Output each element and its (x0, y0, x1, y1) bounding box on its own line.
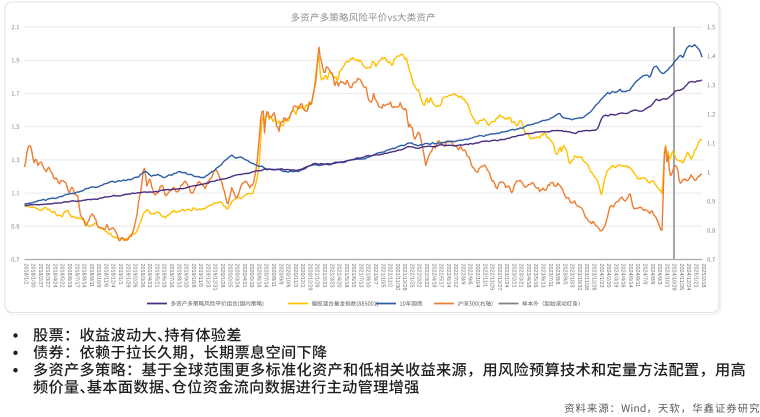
svg-text:2019/1/1: 2019/1/1 (117, 264, 123, 285)
svg-text:2019/2/26: 2019/2/26 (132, 264, 138, 288)
svg-text:2020/6/16: 2020/6/16 (255, 264, 261, 288)
svg-text:2020/1/28: 2020/1/28 (219, 264, 225, 288)
svg-text:2023/11/28: 2023/11/28 (583, 264, 589, 291)
svg-text:2023/7/11: 2023/7/11 (547, 264, 553, 288)
svg-text:2020/12/1: 2020/12/1 (299, 264, 305, 288)
svg-text:2024/7/9: 2024/7/9 (642, 264, 648, 285)
svg-text:2019/1/29: 2019/1/29 (124, 264, 130, 288)
svg-text:2020/4/21: 2020/4/21 (241, 264, 247, 288)
svg-text:2018/2/27: 2018/2/27 (37, 264, 43, 288)
svg-text:2021/10/5: 2021/10/5 (379, 264, 385, 288)
svg-text:2018/6/19: 2018/6/19 (66, 264, 72, 288)
svg-text:2025/2/18: 2025/2/18 (700, 264, 706, 288)
svg-text:2022/1/25: 2022/1/25 (408, 264, 414, 288)
svg-text:2022/9/6: 2022/9/6 (467, 264, 473, 285)
svg-text:2024/10/29: 2024/10/29 (671, 264, 677, 291)
svg-text:2023/3/21: 2023/3/21 (518, 264, 524, 288)
svg-text:2024/10/1: 2024/10/1 (663, 264, 669, 288)
svg-text:2023/5/16: 2023/5/16 (532, 264, 538, 288)
svg-text:2020/3/24: 2020/3/24 (234, 264, 240, 288)
svg-text:2019/3/26: 2019/3/26 (139, 264, 145, 288)
svg-text:2021/12/28: 2021/12/28 (401, 264, 407, 291)
svg-text:2023/10/3: 2023/10/3 (569, 264, 575, 288)
svg-text:2018/5/22: 2018/5/22 (59, 264, 65, 288)
svg-text:2022/8/9: 2022/8/9 (459, 264, 465, 285)
svg-text:2023/8/8: 2023/8/8 (554, 264, 560, 285)
svg-text:2024/1/23: 2024/1/23 (598, 264, 604, 288)
svg-text:2022/4/19: 2022/4/19 (430, 264, 436, 288)
svg-text:2021/11/30: 2021/11/30 (394, 264, 400, 291)
svg-text:2022/10/4: 2022/10/4 (474, 264, 480, 288)
svg-text:2019/7/16: 2019/7/16 (168, 264, 174, 288)
svg-text:2018/4/24: 2018/4/24 (51, 264, 57, 288)
svg-text:2019/6/18: 2019/6/18 (161, 264, 167, 288)
svg-text:2020/2/25: 2020/2/25 (226, 264, 232, 288)
svg-text:2018/11/6: 2018/11/6 (102, 264, 108, 288)
svg-text:2020/12/29: 2020/12/29 (306, 264, 312, 291)
svg-text:2022/6/14: 2022/6/14 (445, 264, 451, 288)
svg-text:2019/10/8: 2019/10/8 (190, 264, 196, 288)
svg-text:2020/10/6: 2020/10/6 (285, 264, 291, 288)
svg-text:2018/8/14: 2018/8/14 (81, 264, 87, 288)
svg-text:2024/8/6: 2024/8/6 (649, 264, 655, 285)
svg-text:2018/1/2: 2018/1/2 (22, 264, 28, 285)
svg-text:2021/8/10: 2021/8/10 (365, 264, 371, 288)
svg-text:2021/11/2: 2021/11/2 (387, 264, 393, 288)
svg-text:2023/4/18: 2023/4/18 (525, 264, 531, 288)
svg-text:2022/3/22: 2022/3/22 (423, 264, 429, 288)
svg-text:2023/10/31: 2023/10/31 (576, 264, 582, 291)
svg-text:2024/12/24: 2024/12/24 (685, 264, 691, 291)
svg-text:2018/9/11: 2018/9/11 (88, 264, 94, 288)
svg-text:2024/4/16: 2024/4/16 (620, 264, 626, 288)
svg-text:2020/11/3: 2020/11/3 (292, 264, 298, 288)
svg-text:2024/11/26: 2024/11/26 (678, 264, 684, 291)
svg-text:2019/4/23: 2019/4/23 (146, 264, 152, 288)
svg-text:2021/5/18: 2021/5/18 (343, 264, 349, 288)
svg-text:2019/5/21: 2019/5/21 (153, 264, 159, 288)
svg-text:2019/8/13: 2019/8/13 (175, 264, 181, 288)
svg-text:2022/11/1: 2022/11/1 (481, 264, 487, 288)
svg-text:2023/2/21: 2023/2/21 (510, 264, 516, 288)
svg-text:2024/5/14: 2024/5/14 (627, 264, 633, 288)
svg-text:2021/9/7: 2021/9/7 (372, 264, 378, 285)
svg-text:2019/11/5: 2019/11/5 (197, 264, 203, 288)
svg-text:2023/9/5: 2023/9/5 (561, 264, 567, 285)
svg-text:2025/1/21: 2025/1/21 (693, 264, 699, 288)
svg-text:2024/2/20: 2024/2/20 (605, 264, 611, 288)
svg-text:2018/10/9: 2018/10/9 (95, 264, 101, 288)
svg-text:2018/7/17: 2018/7/17 (73, 264, 79, 288)
svg-text:2021/4/20: 2021/4/20 (336, 264, 342, 288)
svg-text:2019/12/31: 2019/12/31 (212, 264, 218, 291)
svg-text:2024/9/3: 2024/9/3 (656, 264, 662, 285)
svg-text:2019/12/3: 2019/12/3 (204, 264, 210, 288)
svg-text:2022/7/12: 2022/7/12 (452, 264, 458, 288)
svg-text:2020/9/8: 2020/9/8 (277, 264, 283, 285)
svg-text:2018/3/27: 2018/3/27 (44, 264, 50, 288)
svg-text:2021/2/23: 2021/2/23 (321, 264, 327, 288)
svg-text:2022/2/22: 2022/2/22 (416, 264, 422, 288)
svg-text:2023/12/26: 2023/12/26 (591, 264, 597, 291)
svg-text:2019/9/10: 2019/9/10 (183, 264, 189, 288)
svg-text:2023/1/24: 2023/1/24 (503, 264, 509, 288)
svg-text:2018/12/4: 2018/12/4 (110, 264, 116, 288)
svg-text:2021/1/26: 2021/1/26 (314, 264, 320, 288)
svg-text:2024/3/19: 2024/3/19 (612, 264, 618, 288)
svg-text:2020/8/11: 2020/8/11 (270, 264, 276, 288)
svg-text:2021/3/23: 2021/3/23 (328, 264, 334, 288)
svg-text:2021/7/13: 2021/7/13 (357, 264, 363, 288)
svg-text:2021/6/15: 2021/6/15 (350, 264, 356, 288)
svg-text:2024/6/11: 2024/6/11 (634, 264, 640, 288)
svg-text:2022/11/29: 2022/11/29 (489, 264, 495, 291)
svg-text:2022/12/27: 2022/12/27 (496, 264, 502, 291)
svg-text:2022/5/17: 2022/5/17 (438, 264, 444, 288)
svg-text:2023/6/13: 2023/6/13 (540, 264, 546, 288)
svg-text:2020/7/14: 2020/7/14 (263, 264, 269, 288)
svg-text:2020/5/19: 2020/5/19 (248, 264, 254, 288)
svg-text:2018/1/30: 2018/1/30 (30, 264, 36, 288)
